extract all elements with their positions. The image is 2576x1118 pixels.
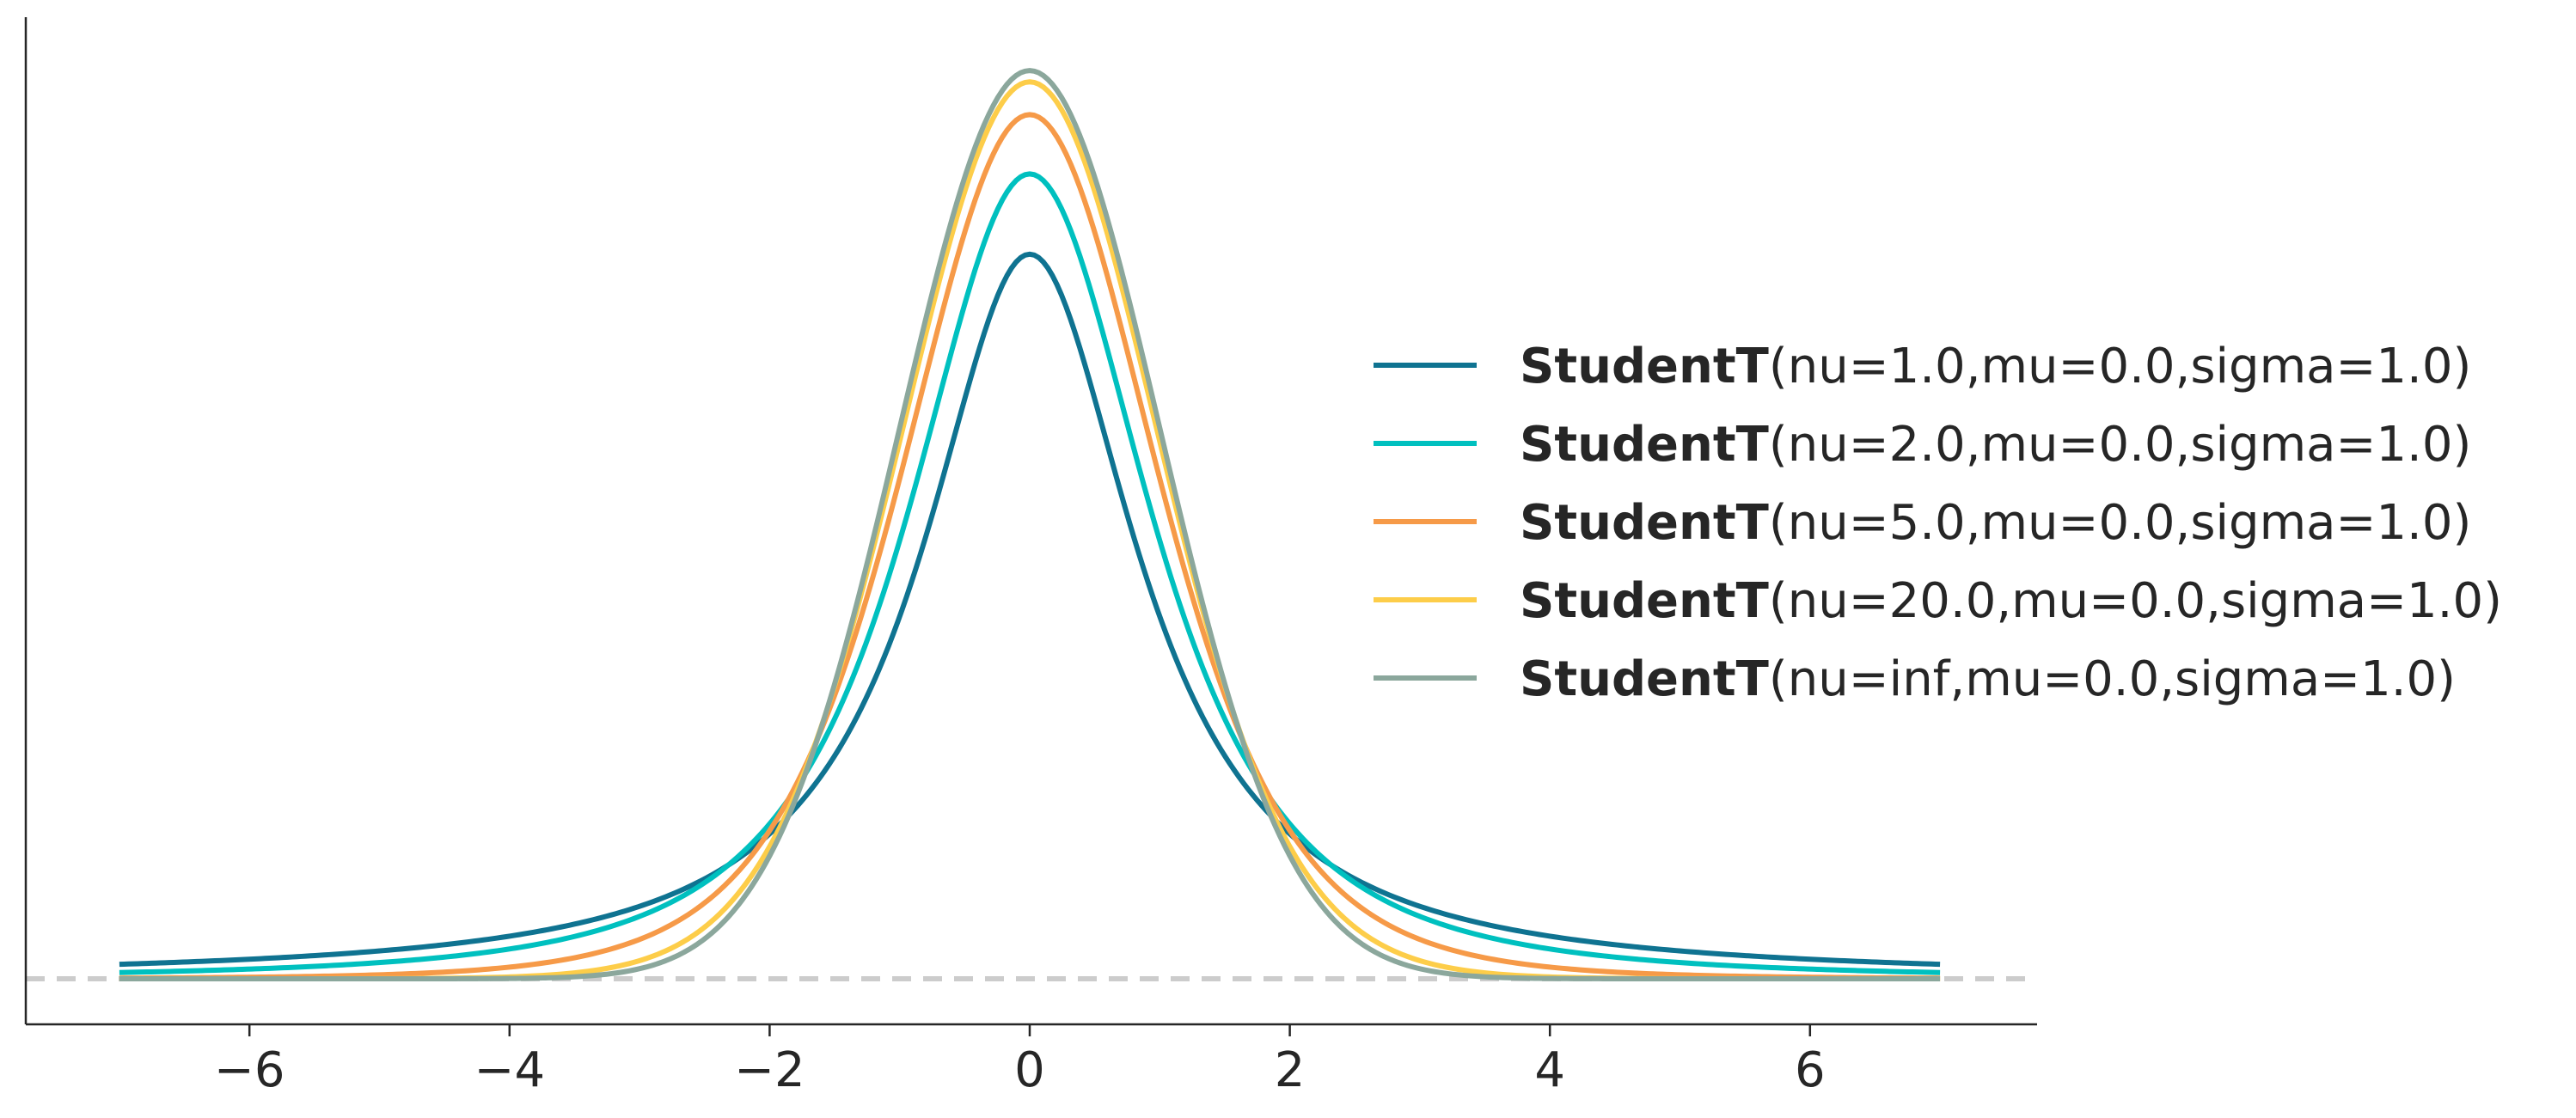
legend-entry: StudentT(nu=20.0,mu=0.0,sigma=1.0): [1374, 573, 2502, 629]
legend-label: StudentT(nu=2.0,mu=0.0,sigma=1.0): [1520, 417, 2471, 473]
series-line-1: [119, 251, 1941, 968]
legend-label: StudentT(nu=5.0,mu=0.0,sigma=1.0): [1520, 495, 2471, 551]
x-tick-label: 0: [1014, 1042, 1045, 1098]
legend-entry: StudentT(nu=5.0,mu=0.0,sigma=1.0): [1374, 495, 2471, 551]
legend-parameters: (nu=5.0,mu=0.0,sigma=1.0): [1769, 495, 2471, 551]
legend-label: StudentT(nu=20.0,mu=0.0,sigma=1.0): [1520, 573, 2502, 629]
series-line-5: [119, 68, 1941, 981]
series-layer: [119, 68, 1941, 981]
legend-label: StudentT(nu=1.0,mu=0.0,sigma=1.0): [1520, 339, 2471, 394]
x-tick-label: −6: [214, 1042, 285, 1098]
x-tick-label: 6: [1795, 1042, 1826, 1098]
legend-parameters: (nu=inf,mu=0.0,sigma=1.0): [1769, 651, 2456, 707]
series-line-3: [119, 112, 1941, 981]
x-ticks: −6 −4 −2 0 2 4 6: [214, 1024, 1826, 1098]
legend-distribution-name: StudentT: [1520, 417, 1769, 473]
axes: [24, 17, 2037, 1026]
legend-label: StudentT(nu=inf,mu=0.0,sigma=1.0): [1520, 651, 2456, 707]
legend-entry: StudentT(nu=1.0,mu=0.0,sigma=1.0): [1374, 339, 2471, 394]
legend-distribution-name: StudentT: [1520, 651, 1769, 707]
legend-parameters: (nu=2.0,mu=0.0,sigma=1.0): [1769, 417, 2471, 473]
x-tick-label: 4: [1534, 1042, 1565, 1098]
legend-parameters: (nu=1.0,mu=0.0,sigma=1.0): [1769, 339, 2471, 394]
x-tick-label: −4: [474, 1042, 546, 1098]
legend: StudentT(nu=1.0,mu=0.0,sigma=1.0)Student…: [1374, 339, 2502, 707]
legend-distribution-name: StudentT: [1520, 573, 1769, 629]
legend-entry: StudentT(nu=inf,mu=0.0,sigma=1.0): [1374, 651, 2456, 707]
x-tick-label: −2: [734, 1042, 805, 1098]
series-line-2: [119, 171, 1941, 975]
x-tick-label: 2: [1275, 1042, 1306, 1098]
legend-distribution-name: StudentT: [1520, 339, 1769, 394]
legend-distribution-name: StudentT: [1520, 495, 1769, 551]
legend-parameters: (nu=20.0,mu=0.0,sigma=1.0): [1769, 573, 2502, 629]
legend-entry: StudentT(nu=2.0,mu=0.0,sigma=1.0): [1374, 417, 2471, 473]
